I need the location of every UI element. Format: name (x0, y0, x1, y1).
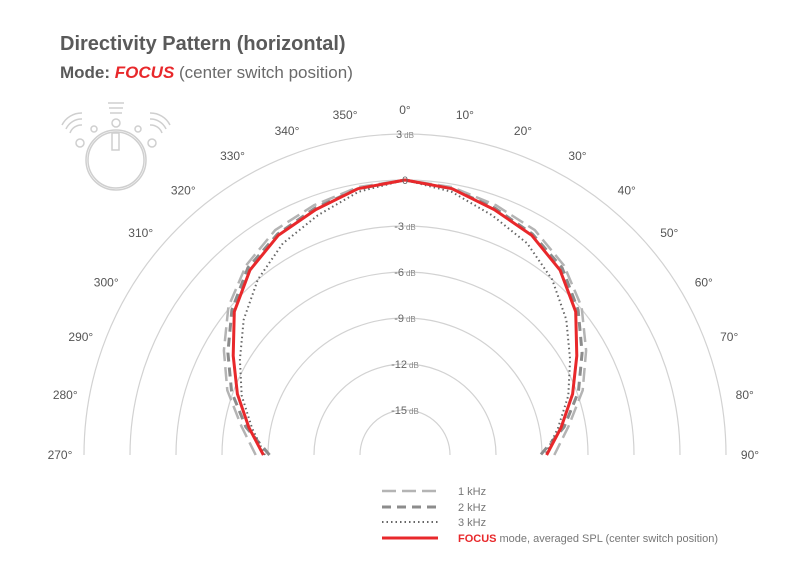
mode-suffix: (center switch position) (179, 63, 353, 82)
legend-label: 3 kHz (458, 517, 486, 529)
angle-label: 70° (720, 330, 738, 344)
legend-focus-suffix: mode, averaged SPL (center switch positi… (500, 533, 718, 545)
legend-focus-label: FOCUS (458, 533, 497, 545)
angle-label: 320° (171, 184, 196, 198)
legend-label: 2 kHz (458, 502, 486, 514)
series-line (226, 178, 584, 456)
radial-tick-label: -15 dB (391, 405, 419, 417)
mode-name: FOCUS (114, 63, 175, 82)
angle-label: 340° (275, 124, 300, 138)
radial-tick-value: -12 (391, 359, 407, 371)
radial-unit: dB (406, 315, 416, 324)
speaker-switch-icon (61, 102, 171, 191)
angle-label: 310° (128, 226, 153, 240)
radial-tick-label: -12 dB (391, 359, 419, 371)
radial-tick-value: -15 (391, 405, 407, 417)
angle-label: 350° (333, 108, 358, 122)
radial-tick-label: -6 dB (394, 267, 416, 279)
angle-label: 280° (53, 388, 78, 402)
angle-label: 90° (741, 448, 759, 462)
radial-unit: dB (406, 269, 416, 278)
grid-ring (313, 363, 497, 456)
grid-ring (359, 409, 451, 456)
chart-title: Directivity Pattern (horizontal) (60, 33, 346, 55)
mode-prefix: Mode: (60, 63, 111, 82)
angle-label: 330° (220, 149, 245, 163)
radial-unit: dB (409, 361, 419, 370)
series-line (238, 179, 572, 456)
radial-unit: dB (406, 223, 416, 232)
angle-label: 20° (514, 124, 532, 138)
angle-label: 80° (736, 388, 754, 402)
radial-tick-label: 3 dB (396, 129, 414, 141)
legend-label: FOCUS mode, averaged SPL (center switch p… (458, 533, 718, 545)
radial-tick-label: -9 dB (394, 313, 416, 325)
angle-label: 270° (48, 448, 73, 462)
chart-subtitle: Mode: FOCUS (center switch position) (60, 63, 353, 83)
series-line (231, 178, 579, 456)
angle-label: 10° (456, 108, 474, 122)
radial-tick-label: 0 (402, 175, 408, 187)
grid-ring (221, 271, 589, 456)
radial-tick-value: 0 (402, 175, 408, 187)
angle-label: 0° (399, 103, 411, 117)
radial-tick-label: -3 dB (394, 221, 416, 233)
radial-tick-value: -6 (394, 267, 404, 279)
legend-label: 1 kHz (458, 486, 486, 498)
radial-tick-value: -3 (394, 221, 404, 233)
radial-unit: dB (404, 131, 414, 140)
angle-label: 40° (618, 184, 636, 198)
angle-label: 30° (568, 149, 586, 163)
grid-ring (175, 225, 635, 456)
legend: 1 kHz 2 kHz 3 kHz FOCUS mode, averaged SPL (… (382, 486, 718, 545)
radial-unit: dB (409, 407, 419, 416)
radial-tick-value: 3 (396, 129, 402, 141)
angle-label: 60° (695, 276, 713, 290)
grid-ring (83, 133, 727, 456)
grid-ring (267, 317, 543, 456)
radial-tick-value: -9 (394, 313, 404, 325)
angle-label: 50° (660, 226, 678, 240)
angle-label: 300° (94, 276, 119, 290)
angle-label: 290° (68, 330, 93, 344)
